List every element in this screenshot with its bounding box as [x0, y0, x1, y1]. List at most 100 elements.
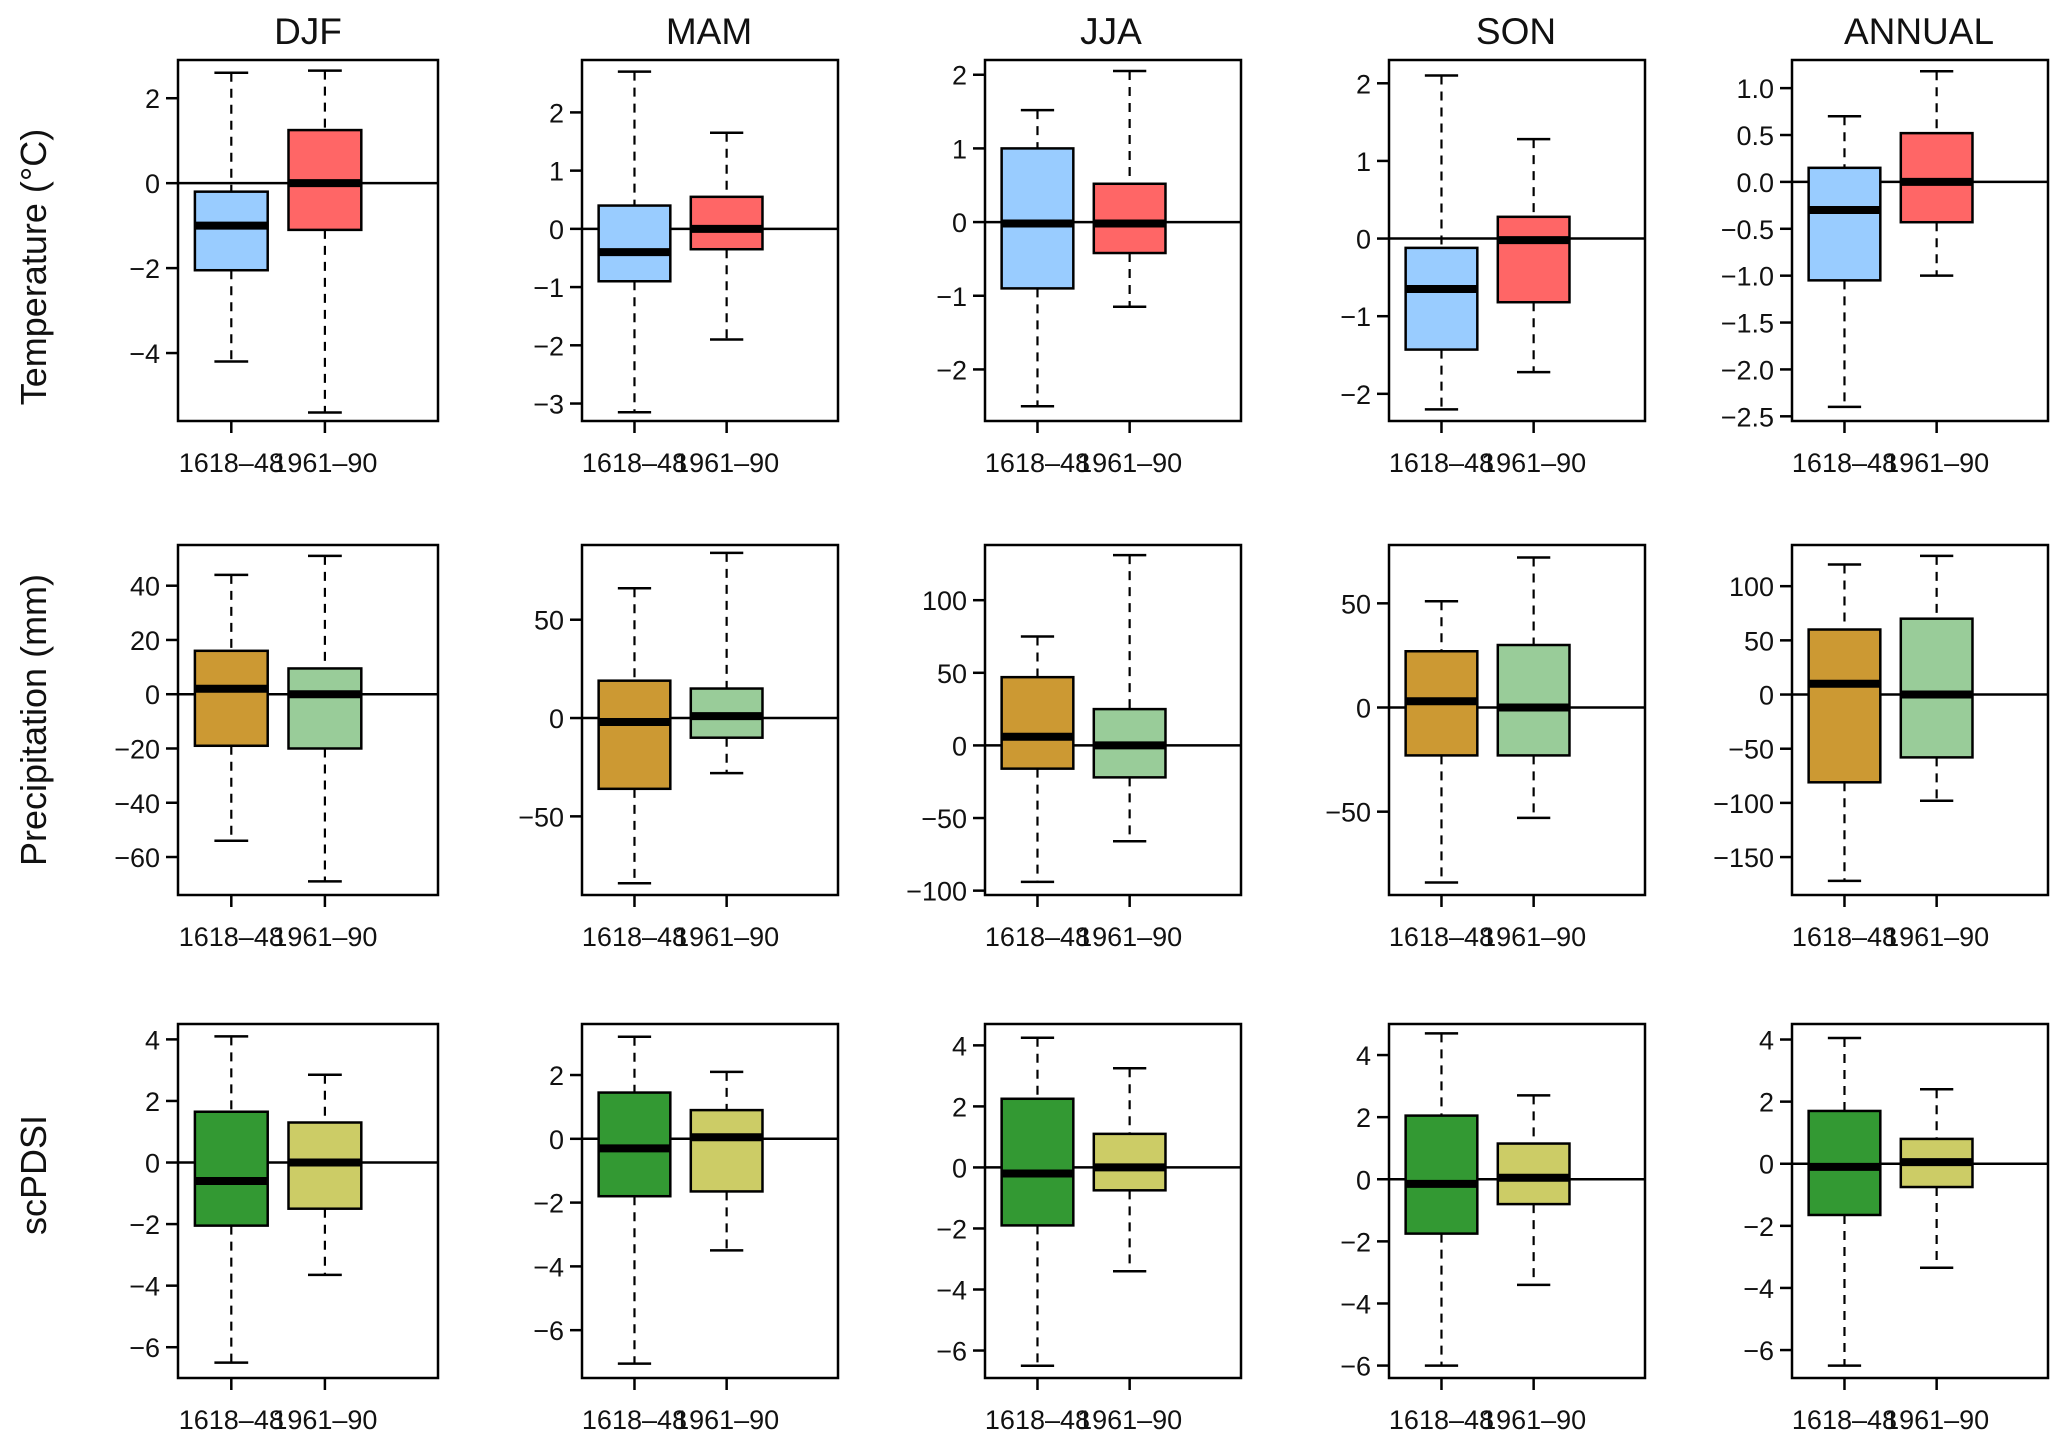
plot-frame: [1387, 543, 1647, 897]
plot-frame: [983, 1022, 1243, 1380]
y-tick-label: −2.0: [1721, 355, 1774, 385]
iqr-box: [597, 204, 672, 283]
x-tick-label: 1961–90: [272, 922, 377, 952]
y-tick-label: −4: [1340, 1289, 1371, 1319]
plot-frame: [983, 58, 1243, 423]
y-tick-label: −50: [518, 802, 564, 832]
iqr-box: [1807, 628, 1882, 784]
y-tick-label: −2: [936, 355, 967, 385]
iqr-box: [1000, 675, 1075, 770]
x-tick-label: 1618–48: [582, 1405, 687, 1435]
row-label-precipitation: Precipitation (mm): [13, 574, 54, 866]
row-label-scpdsi: scPDSI: [13, 1115, 54, 1235]
box-1961-90: [287, 554, 363, 883]
x-tick-label: 1618–48: [985, 448, 1090, 478]
column-title-annual: ANNUAL: [1844, 11, 1994, 52]
plot-frame: [1387, 58, 1647, 423]
x-tick-label: 1961–90: [1481, 922, 1586, 952]
iqr-box: [1000, 1097, 1075, 1227]
y-tick-label: −4: [129, 1272, 160, 1302]
x-tick-label: 1961–90: [1481, 448, 1586, 478]
y-tick-label: −1: [936, 282, 967, 312]
y-tick-label: −2: [129, 254, 160, 284]
iqr-box: [689, 1108, 764, 1193]
box-1961-90: [1092, 1067, 1167, 1273]
box-1961-90: [287, 69, 363, 414]
y-tick-label: −2.5: [1721, 402, 1774, 432]
iqr-box: [1092, 182, 1167, 255]
x-tick-label: 1618–48: [179, 1405, 284, 1435]
box-1618-48: [193, 573, 269, 842]
y-tick-label: 1: [1356, 147, 1371, 177]
y-tick-label: −6: [1340, 1352, 1371, 1382]
y-tick-label: −4: [936, 1276, 967, 1306]
y-tick-label: 0: [1356, 694, 1371, 724]
x-tick-label: 1961–90: [272, 1405, 377, 1435]
y-tick-label: 0: [952, 208, 967, 238]
iqr-box: [1404, 1114, 1479, 1235]
x-tick-label: 1618–48: [1792, 922, 1897, 952]
y-tick-label: 2: [952, 61, 967, 91]
y-tick-label: −2: [533, 1189, 564, 1219]
y-tick-label: 0: [549, 215, 564, 245]
box-1618-48: [1807, 563, 1882, 883]
y-tick-label: 50: [1744, 626, 1774, 656]
row-label-temperature: Temperature (°C): [13, 129, 54, 405]
x-tick-label: 1618–48: [1389, 922, 1494, 952]
x-tick-label: 1618–48: [985, 1405, 1090, 1435]
iqr-box: [1899, 617, 1974, 759]
plot-frame: [580, 58, 840, 423]
box-1961-90: [1092, 553, 1167, 843]
box-1618-48: [193, 71, 269, 363]
x-tick-label: 1961–90: [1884, 448, 1989, 478]
x-tick-label: 1961–90: [1481, 1405, 1586, 1435]
box-1961-90: [689, 1070, 764, 1252]
y-tick-label: 0: [1356, 1165, 1371, 1195]
y-tick-label: 0: [145, 1149, 160, 1179]
box-1618-48: [1404, 74, 1479, 411]
y-tick-label: −150: [1713, 843, 1774, 873]
y-tick-label: −1: [533, 273, 564, 303]
y-tick-label: 0: [1759, 681, 1774, 711]
iqr-box: [193, 1110, 269, 1227]
y-tick-label: 0: [549, 1125, 564, 1155]
plot-frame: [1387, 1022, 1647, 1380]
y-tick-label: −4: [129, 339, 160, 369]
box-1961-90: [1899, 1087, 1974, 1270]
plot-frame: [1790, 543, 2050, 897]
column-title-son: SON: [1476, 11, 1556, 52]
y-tick-label: 4: [952, 1031, 967, 1061]
y-tick-label: −2: [1340, 1227, 1371, 1257]
y-tick-label: −2: [1743, 1212, 1774, 1242]
y-tick-label: 0.5: [1736, 121, 1774, 151]
y-tick-label: 2: [145, 84, 160, 114]
panels-group: 1618–481961–9020−2−41618–481961–90210−1−…: [114, 58, 2050, 1435]
x-tick-label: 1961–90: [674, 1405, 779, 1435]
iqr-box: [1000, 147, 1075, 290]
iqr-box: [1899, 131, 1974, 224]
plot-frame: [176, 58, 440, 423]
box-1961-90: [1092, 69, 1167, 309]
y-tick-label: −2: [936, 1214, 967, 1244]
x-tick-label: 1961–90: [1077, 448, 1182, 478]
y-tick-label: 1: [549, 157, 564, 187]
x-tick-label: 1961–90: [1884, 922, 1989, 952]
x-tick-label: 1618–48: [1792, 448, 1897, 478]
y-tick-label: −60: [114, 843, 160, 873]
y-tick-label: 50: [937, 659, 967, 689]
y-tick-label: −50: [1325, 798, 1371, 828]
y-tick-label: 4: [145, 1025, 160, 1055]
plot-frame: [176, 543, 440, 897]
y-tick-label: 2: [1356, 1103, 1371, 1133]
iqr-box: [193, 190, 269, 272]
x-tick-label: 1961–90: [674, 448, 779, 478]
